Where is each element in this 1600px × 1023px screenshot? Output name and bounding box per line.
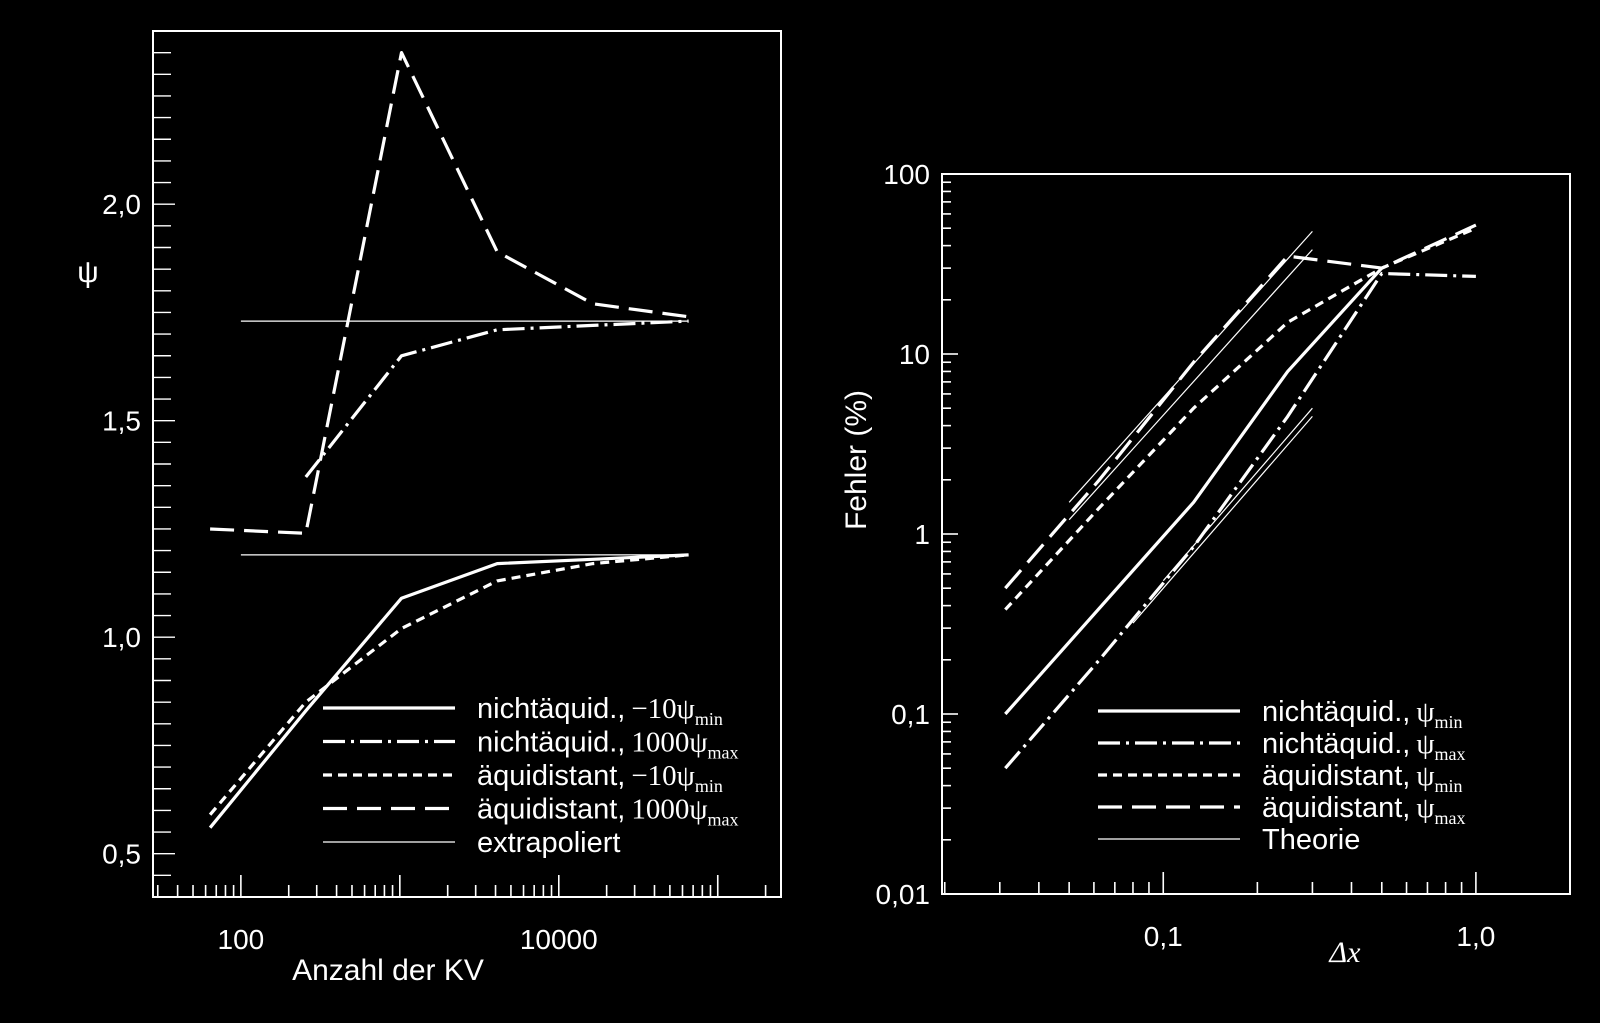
- R-legend-label-4-prefix: Theorie: [1262, 824, 1360, 856]
- L-legend-label-2: äquidistant, −10ψmin: [477, 760, 723, 796]
- L-series-1: [304, 319, 689, 478]
- R-series-4-line-1: [1068, 249, 1313, 521]
- R-series-4: [1068, 230, 1313, 624]
- L-legend-label-2-factor: −10ψ: [631, 760, 695, 792]
- L-legend-label-1: nichtäquid., 1000ψmax: [477, 727, 738, 763]
- L-series-1-line-0: [304, 319, 689, 478]
- R-series-1-line-0: [1004, 271, 1476, 770]
- R-y-tick-label-2: 1: [914, 519, 930, 550]
- R-legend-label-3-sub: max: [1434, 808, 1465, 828]
- L-legend-label-0-prefix: nichtäquid.,: [477, 693, 625, 725]
- L-legend-label-2-sub: min: [695, 776, 723, 796]
- L-legend-label-1-factor: 1000ψ: [631, 727, 707, 759]
- R-y-tick-label-1: 0,1: [891, 699, 930, 730]
- R-legend-label-4: Theorie: [1262, 824, 1360, 856]
- R-legend-label-1-prefix: nichtäquid.,: [1262, 728, 1410, 760]
- psi-chart-series: [208, 50, 689, 829]
- L-series-3: [210, 50, 689, 535]
- R-series-1: [1004, 271, 1476, 770]
- psi-chart: 100 10000 0,5 1,0 1,5 2,0 ψ Anzahl der KV nic…: [77, 30, 782, 987]
- L-y-tick-label-1: 1,0: [102, 622, 141, 653]
- R-legend-label-3-factor: ψ: [1416, 792, 1434, 824]
- L-legend-label-3-factor: 1000ψ: [631, 794, 707, 826]
- psi-chart-y-label: ψ: [77, 256, 98, 289]
- R-y-tick-label-0: 0,01: [876, 879, 931, 910]
- L-x-tick-label-0: 100: [218, 924, 265, 955]
- error-chart-tick-labels: 0,1 1,0 0,01 0,1 1 10 100: [876, 159, 1496, 952]
- psi-chart-x-label: Anzahl der KV: [292, 954, 484, 987]
- R-legend-label-0-sub: min: [1434, 712, 1462, 732]
- R-legend-label-1-sub: max: [1434, 744, 1465, 764]
- R-series-3-line-0: [1004, 223, 1477, 590]
- L-legend-label-2-prefix: äquidistant,: [477, 760, 625, 792]
- L-y-tick-label-3: 2,0: [102, 189, 141, 220]
- error-chart-x-label: Δx: [1329, 936, 1362, 969]
- L-y-tick-label-2: 1,5: [102, 406, 141, 437]
- R-legend-label-2-sub: min: [1434, 776, 1462, 796]
- R-x-tick-label-1: 1,0: [1456, 921, 1495, 952]
- R-series-4-line-3: [1162, 407, 1313, 582]
- L-series-2: [208, 553, 689, 816]
- R-series-0: [1004, 267, 1383, 716]
- R-y-tick-label-4: 100: [883, 159, 930, 190]
- R-legend-label-0-factor: ψ: [1416, 696, 1434, 728]
- L-series-0: [208, 553, 689, 829]
- R-series-3: [1004, 223, 1477, 590]
- R-x-tick-label-0: 0,1: [1144, 921, 1183, 952]
- L-series-2-line-0: [208, 553, 689, 816]
- error-chart: 0,1 1,0 0,01 0,1 1 10 100 Fehler (%) Δx nichtä…: [840, 159, 1571, 969]
- error-chart-y-label: Fehler (%): [840, 390, 873, 530]
- R-legend-label-1: nichtäquid., ψmax: [1262, 728, 1465, 764]
- R-legend-label-0-prefix: nichtäquid.,: [1262, 696, 1410, 728]
- L-legend-label-3-sub: max: [707, 810, 738, 830]
- L-legend-label-0: nichtäquid., −10ψmin: [477, 693, 723, 729]
- L-x-tick-label-1: 10000: [520, 924, 598, 955]
- R-series-4-line-2: [1132, 416, 1313, 624]
- psi-chart-ticks: [153, 51, 767, 897]
- L-legend-label-0-factor: −10ψ: [631, 693, 695, 725]
- L-series-3-line-0: [210, 50, 689, 535]
- L-series-4: [240, 320, 689, 556]
- psi-chart-tick-labels: 100 10000 0,5 1,0 1,5 2,0: [102, 189, 598, 955]
- L-legend-label-3-prefix: äquidistant,: [477, 794, 625, 826]
- error-chart-series: [1004, 223, 1477, 770]
- R-series-4-line-0: [1068, 230, 1313, 503]
- R-legend-label-2: äquidistant, ψmin: [1262, 760, 1463, 796]
- L-y-tick-label-0: 0,5: [102, 839, 141, 870]
- R-y-tick-label-3: 10: [899, 339, 930, 370]
- R-legend-label-0: nichtäquid., ψmin: [1262, 696, 1463, 732]
- L-legend-label-4-prefix: extrapoliert: [477, 827, 620, 859]
- L-series-0-line-0: [208, 553, 689, 829]
- L-legend-label-4: extrapoliert: [477, 827, 620, 859]
- L-legend-label-1-sub: max: [707, 743, 738, 763]
- error-chart-ticks: [942, 173, 1477, 895]
- R-legend-label-2-factor: ψ: [1416, 760, 1434, 792]
- R-legend-label-3: äquidistant, ψmax: [1262, 792, 1465, 828]
- L-legend-label-0-sub: min: [695, 709, 723, 729]
- R-legend-label-3-prefix: äquidistant,: [1262, 792, 1410, 824]
- L-legend-label-3: äquidistant, 1000ψmax: [477, 794, 738, 830]
- L-legend-label-1-prefix: nichtäquid.,: [477, 727, 625, 759]
- R-series-0-line-0: [1004, 267, 1383, 716]
- R-legend-label-2-prefix: äquidistant,: [1262, 760, 1410, 792]
- R-legend-label-1-factor: ψ: [1416, 728, 1434, 760]
